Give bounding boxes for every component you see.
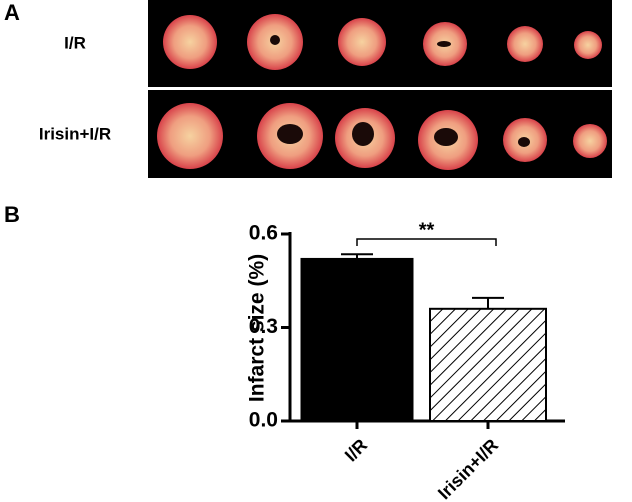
panel-label: A: [4, 0, 20, 25]
significance-bracket: [356, 238, 497, 246]
y-tick-label: 0.3: [249, 315, 278, 338]
y-tick-label: 0.6: [249, 222, 278, 245]
y-axis-label: Infarct size (%): [246, 254, 269, 402]
row-label: I/R: [64, 33, 86, 52]
annotation: **: [419, 219, 435, 241]
panel-label: B: [4, 202, 20, 227]
x-tick-label: I/R: [341, 435, 371, 465]
bar: [429, 307, 547, 422]
bar: [300, 257, 414, 422]
y-tick-label: 0.0: [249, 409, 278, 432]
row-label: Irisin+I/R: [39, 124, 111, 143]
x-tick-label: Irisin+I/R: [434, 435, 502, 502]
photo: [148, 0, 612, 178]
